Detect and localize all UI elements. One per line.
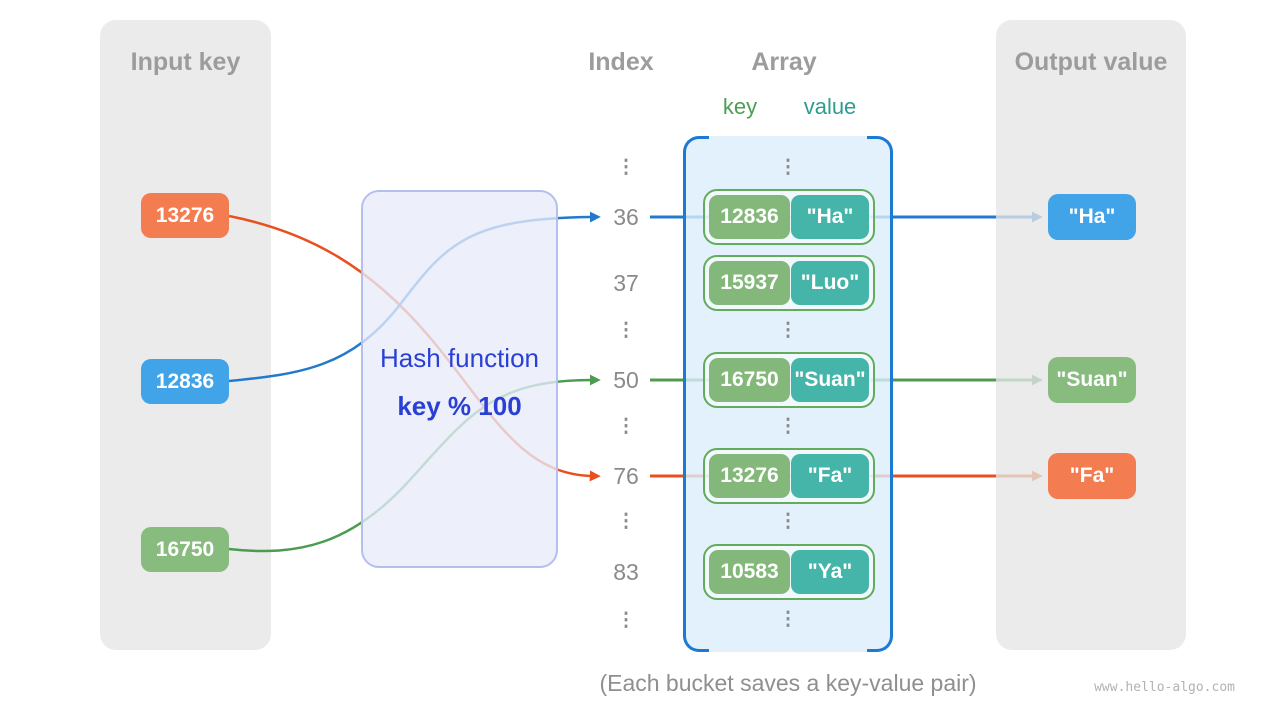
index-50: 50	[613, 367, 639, 393]
output-value-ha: "Ha"	[1048, 194, 1136, 240]
index-column-title: Index	[588, 48, 654, 76]
input-panel-title: Input key	[130, 48, 241, 76]
bucket-key: 16750	[709, 358, 790, 402]
bucket-key: 12836	[709, 195, 790, 239]
website-watermark: www.hello-algo.com	[1094, 680, 1235, 695]
array-ellipsis: ⋮	[778, 416, 798, 437]
output-panel-title: Output value	[1014, 48, 1168, 76]
bucket-key: 13276	[709, 454, 790, 498]
bucket-key: 10583	[709, 550, 790, 594]
index-76: 76	[613, 463, 639, 489]
array-left-bracket	[683, 136, 709, 652]
index-37: 37	[613, 270, 639, 296]
output-value-suan: "Suan"	[1048, 357, 1136, 403]
index-ellipsis: ⋮	[616, 416, 636, 437]
array-right-bracket	[867, 136, 893, 652]
array-ellipsis: ⋮	[778, 157, 798, 178]
bucket-value: "Ha"	[791, 195, 869, 239]
bucket-key: 15937	[709, 261, 790, 305]
bucket-row: 10583 "Ya"	[703, 544, 875, 600]
hash-function-box: Hash function key % 100	[361, 190, 558, 568]
array-key-label: key	[722, 94, 758, 119]
bucket-row: 15937 "Luo"	[703, 255, 875, 311]
bucket-row: 12836 "Ha"	[703, 189, 875, 245]
input-key-16750: 16750	[141, 527, 229, 572]
bucket-value: "Suan"	[791, 358, 869, 402]
output-value-panel	[996, 20, 1186, 650]
hash-function-label: Hash function	[380, 343, 539, 373]
input-key-13276: 13276	[141, 193, 229, 238]
array-ellipsis: ⋮	[778, 511, 798, 532]
bucket-row: 13276 "Fa"	[703, 448, 875, 504]
bucket-value: "Ya"	[791, 550, 869, 594]
output-value-fa: "Fa"	[1048, 453, 1136, 499]
index-ellipsis: ⋮	[616, 157, 636, 178]
index-ellipsis: ⋮	[616, 511, 636, 532]
bucket-value: "Fa"	[791, 454, 869, 498]
index-ellipsis: ⋮	[616, 320, 636, 341]
bucket-row: 16750 "Suan"	[703, 352, 875, 408]
index-36: 36	[613, 204, 639, 230]
array-ellipsis: ⋮	[778, 320, 798, 341]
array-value-label: value	[803, 94, 857, 119]
index-ellipsis: ⋮	[616, 610, 636, 631]
index-83: 83	[613, 559, 639, 585]
input-key-12836: 12836	[141, 359, 229, 404]
array-title: Array	[751, 48, 817, 76]
bucket-value: "Luo"	[791, 261, 869, 305]
hash-formula-label: key % 100	[397, 391, 522, 421]
diagram-caption: (Each bucket saves a key-value pair)	[599, 670, 977, 696]
array-ellipsis: ⋮	[778, 609, 798, 630]
